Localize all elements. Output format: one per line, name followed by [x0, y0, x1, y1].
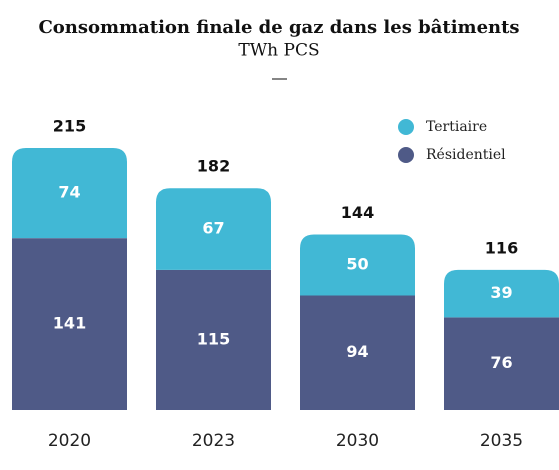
bar-segment: [444, 317, 559, 410]
bar-segment: [156, 269, 271, 410]
segment-label: 39: [490, 283, 512, 302]
x-tick-label: 2035: [480, 431, 523, 451]
total-label: 215: [53, 117, 86, 136]
legend-swatch: [398, 147, 414, 163]
bar-segment: [300, 234, 415, 296]
bar-segment: [156, 188, 271, 270]
x-tick-label: 2023: [192, 431, 235, 451]
bar-segment: [12, 148, 127, 239]
x-tick-label: 2030: [336, 431, 379, 451]
segment-label: 67: [202, 219, 224, 238]
total-label: 144: [341, 203, 374, 222]
segment-label: 94: [346, 342, 368, 361]
segment-label: 115: [197, 329, 230, 348]
bar-segment: [444, 269, 559, 318]
total-label: 182: [197, 157, 230, 176]
legend-label: Tertiaire: [426, 119, 487, 135]
chart-subtitle: TWh PCS: [238, 41, 319, 61]
legend-label: Résidentiel: [426, 147, 506, 163]
bar-segment: [300, 295, 415, 410]
chart-title: Consommation finale de gaz dans les bâti…: [38, 17, 519, 38]
x-tick-label: 2020: [48, 431, 91, 451]
legend-swatch: [398, 119, 414, 135]
total-label: 116: [485, 238, 518, 257]
segment-label: 74: [58, 183, 80, 202]
bar-segment: [12, 238, 127, 410]
segment-label: 141: [53, 314, 86, 333]
segment-label: 50: [346, 254, 368, 273]
segment-label: 76: [490, 353, 512, 372]
